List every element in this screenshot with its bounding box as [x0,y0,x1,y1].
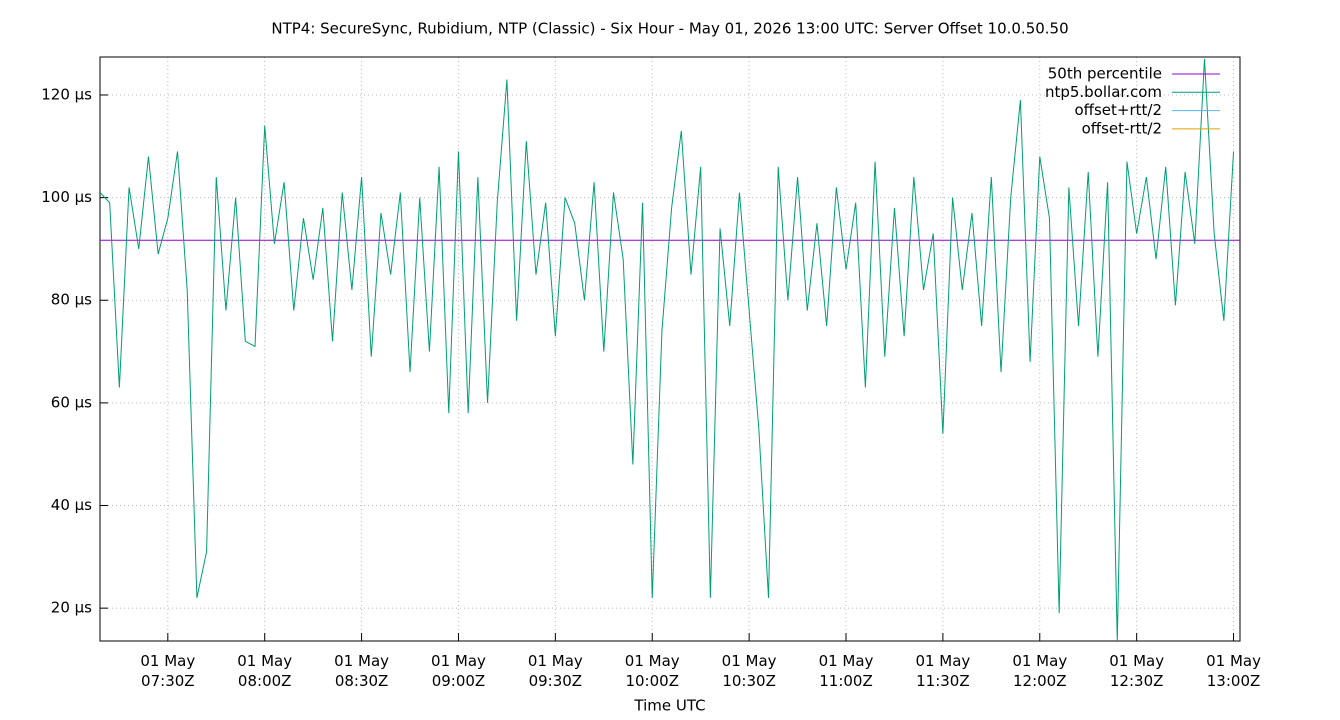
x-tick-label: 01 May 11:00Z [818,652,874,690]
legend-label: offset+rtt/2 [1074,101,1162,119]
x-axis-label: Time UTC [633,697,705,715]
y-tick-label: 120 µs [41,85,92,103]
y-tick-label: 60 µs [51,393,92,411]
x-tick-label: 01 May 13:00Z [1206,652,1261,690]
x-tick-label: 01 May 10:30Z [721,652,777,690]
series-line [100,59,1235,641]
plot-frame [99,56,1241,642]
x-tick-label: 01 May 08:30Z [334,652,390,690]
x-tick-label: 01 May 08:00Z [237,652,293,690]
x-tick-label: 01 May 10:00Z [624,652,680,690]
y-tick-label: 40 µs [51,496,92,514]
x-tick-label: 01 May 07:30Z [140,652,196,690]
chart-title: NTP4: SecureSync, Rubidium, NTP (Classic… [271,20,1068,38]
legend-label: offset-rtt/2 [1082,119,1162,137]
x-tick-label: 01 May 12:00Z [1012,652,1068,690]
x-tick-label: 01 May 12:30Z [1109,652,1165,690]
legend-label: ntp5.bollar.com [1045,83,1162,101]
legend-label: 50th percentile [1048,65,1162,83]
x-tick-label: 01 May 09:00Z [431,652,486,690]
y-tick-label: 20 µs [51,599,92,617]
y-tick-label: 80 µs [51,291,92,309]
x-tick-label: 01 May 09:30Z [527,652,583,690]
y-tick-label: 100 µs [41,188,92,206]
x-tick-label: 01 May 11:30Z [915,652,971,690]
